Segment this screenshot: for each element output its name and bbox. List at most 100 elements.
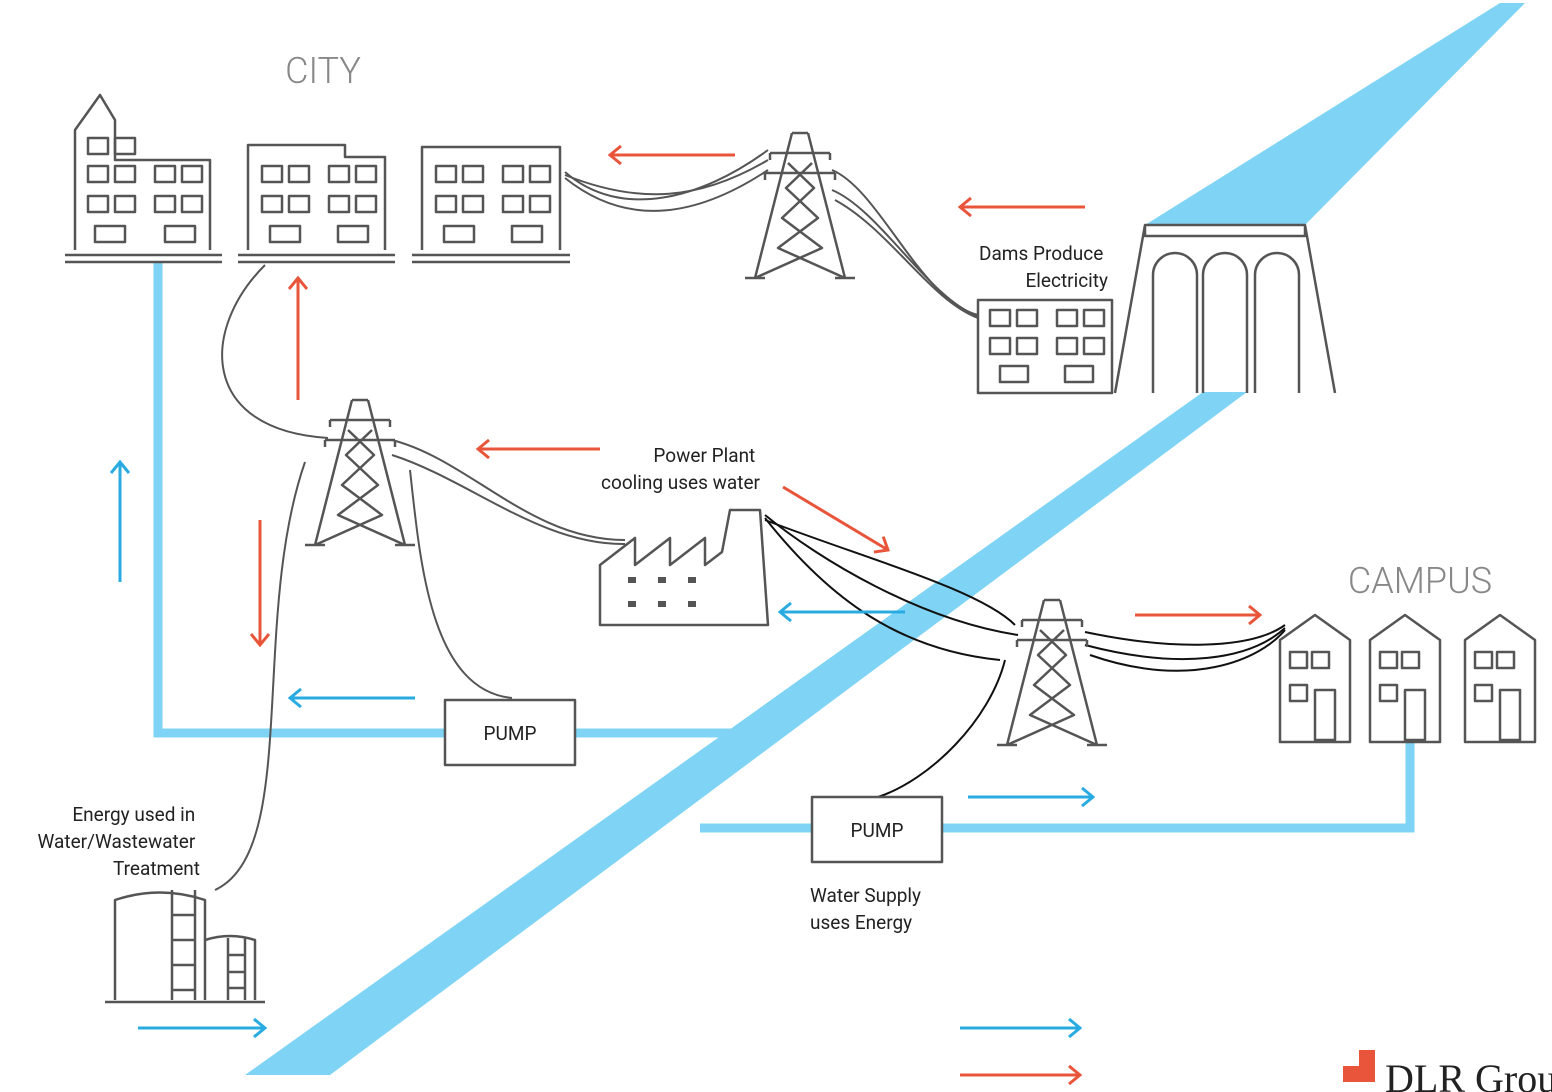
city-buildings-part: [270, 226, 300, 242]
campus-houses: [1280, 615, 1535, 742]
city-buildings: [65, 95, 570, 262]
wires-part: [1085, 625, 1285, 645]
dams-label: Dams Produce Electricity: [979, 242, 1108, 292]
treatment-tanks: [105, 890, 265, 1002]
campus-houses-part: [1380, 652, 1397, 668]
city-buildings-part: [165, 226, 195, 242]
city-buildings-part: [444, 226, 474, 242]
label-line: cooling uses water: [601, 471, 761, 494]
pipes-part: [158, 262, 745, 733]
city-buildings-part: [88, 196, 108, 212]
city-buildings-part: [436, 196, 456, 212]
wires-part: [222, 265, 328, 438]
power-plant-label: Power Plant cooling uses water: [601, 444, 761, 494]
dam-part: [1115, 225, 1335, 393]
wires-part: [835, 200, 978, 318]
power-plant: [600, 510, 768, 625]
city-buildings-part: [329, 196, 349, 212]
pump-label: PUMP: [484, 722, 537, 745]
campus-houses-part: [1402, 652, 1419, 668]
dam-part: [1057, 310, 1077, 326]
campus-houses-part: [1290, 652, 1307, 668]
towers-part: [997, 600, 1107, 745]
body: PUMP PUMP CITY CAMPUS Dams Produce Elect…: [0, 0, 1552, 1092]
city-buildings-part: [463, 166, 483, 182]
towers-part: [305, 400, 415, 545]
page: Water-Energy Nexus {"labels":{"city":"CI…: [0, 0, 1552, 1092]
city-buildings-part: [289, 166, 309, 182]
campus-houses-part: [1475, 685, 1492, 701]
city-buildings-part: [530, 196, 550, 212]
wires-part: [565, 160, 768, 194]
label-line: Treatment: [113, 857, 200, 880]
city-buildings-part: [262, 166, 282, 182]
logo-part: [1343, 1050, 1359, 1066]
wires-part: [832, 190, 978, 316]
logo: DLR Group: [1343, 1050, 1552, 1092]
city-buildings-part: [155, 166, 175, 182]
pipes: [158, 262, 1410, 828]
city-buildings-part: [530, 166, 550, 182]
campus-houses-part: [1475, 652, 1492, 668]
campus-houses-part: [1290, 685, 1307, 701]
campus-houses-part: [1380, 685, 1397, 701]
city-buildings-part: [356, 196, 376, 212]
wires-part: [832, 170, 978, 315]
city-buildings-part: [88, 166, 108, 182]
dam-part: [1000, 366, 1028, 382]
treatment-tanks-part: [105, 893, 265, 1003]
city-buildings-part: [115, 196, 135, 212]
diagram: PUMP PUMP CITY CAMPUS Dams Produce Elect…: [0, 0, 1552, 1092]
city-buildings-part: [88, 138, 108, 154]
city-buildings-part: [503, 166, 523, 182]
wires-part: [1090, 630, 1285, 671]
label-line: Water Supply: [810, 884, 921, 907]
pipes-part: [700, 740, 1410, 828]
wires-part: [392, 455, 625, 544]
campus-label: CAMPUS: [1348, 560, 1492, 602]
wires-part: [1085, 628, 1285, 659]
logo-text: DLR Group: [1385, 1056, 1552, 1092]
dam-part: [1153, 253, 1299, 393]
label-line: Energy used in: [72, 803, 195, 826]
dam-part: [1017, 310, 1037, 326]
dam-part: [990, 338, 1010, 354]
city-label: CITY: [285, 50, 361, 92]
city-buildings-part: [338, 226, 368, 242]
dam-part: [1057, 338, 1077, 354]
campus-houses-part: [1405, 690, 1425, 740]
city-buildings-part: [503, 196, 523, 212]
wires-part: [392, 440, 625, 540]
label-line: Dams Produce: [979, 242, 1103, 265]
wires-part: [878, 660, 1005, 797]
label-line: Power Plant: [653, 444, 755, 467]
flow-arrows: [120, 155, 1260, 1075]
campus-houses-part: [1315, 690, 1335, 740]
treatment-tanks-part: [228, 938, 245, 1000]
city-buildings-part: [356, 166, 376, 182]
treatment-label: Energy used in Water/Wastewater Treatmen…: [38, 803, 201, 880]
dam-part: [1084, 310, 1104, 326]
power-plant-part: [600, 510, 768, 625]
pump-label: PUMP: [851, 819, 904, 842]
city-buildings-part: [182, 166, 202, 182]
dam-part: [1017, 338, 1037, 354]
water-supply-label: Water Supply uses Energy: [810, 884, 926, 934]
city-buildings-part: [436, 166, 456, 182]
dam-part: [1084, 338, 1104, 354]
label-line: Water/Wastewater: [38, 830, 196, 853]
city-buildings-part: [329, 166, 349, 182]
city-buildings-part: [289, 196, 309, 212]
city-buildings-part: [95, 226, 125, 242]
campus-houses-part: [1497, 652, 1514, 668]
city-buildings-part: [115, 166, 135, 182]
city-buildings-part: [182, 196, 202, 212]
city-buildings-part: [463, 196, 483, 212]
city-buildings-part: [512, 226, 542, 242]
treatment-tanks-part: [172, 890, 195, 1000]
label-line: Electricity: [1026, 269, 1109, 292]
city-buildings-part: [115, 138, 135, 154]
dam-part: [1065, 366, 1093, 382]
city-buildings-part: [155, 196, 175, 212]
dam-part: [990, 310, 1010, 326]
